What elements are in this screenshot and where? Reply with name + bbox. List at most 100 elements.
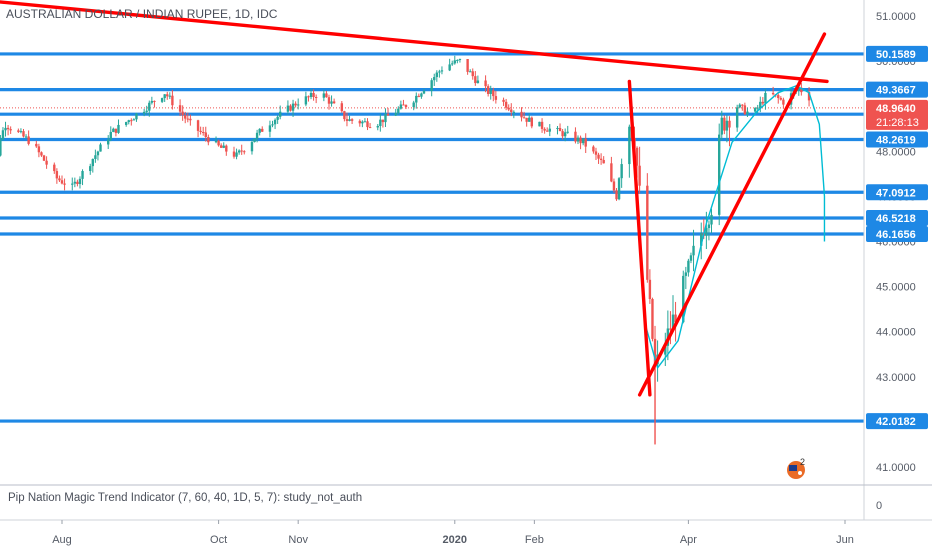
candle-body — [617, 178, 621, 200]
candle-body — [322, 93, 326, 98]
candle-body — [771, 92, 775, 95]
candle-body — [494, 96, 498, 100]
current-price-label-bg — [866, 99, 928, 130]
candle-body — [235, 152, 238, 157]
candle-body — [502, 99, 505, 102]
candle-body — [692, 245, 695, 256]
candle-body — [207, 136, 210, 143]
candle-body — [546, 130, 549, 132]
candle-body — [27, 136, 30, 144]
candle-body — [718, 134, 721, 215]
candle-body — [528, 117, 531, 122]
candle-body — [433, 77, 436, 81]
x-tick-label: Nov — [288, 534, 308, 546]
candle-body — [366, 121, 369, 128]
candle-body — [53, 164, 56, 172]
candle-body — [402, 104, 405, 106]
trendline[interactable] — [0, 0, 829, 84]
candle-body — [214, 140, 218, 143]
candle-body — [764, 92, 767, 104]
level-label-bg — [866, 226, 928, 243]
candle-body — [620, 164, 623, 179]
candle-body — [741, 104, 744, 106]
candle-body — [76, 181, 79, 185]
candle-body — [343, 111, 346, 120]
candle-body — [135, 113, 138, 120]
candle-body — [782, 99, 785, 105]
candle-body — [412, 102, 415, 107]
candle-body — [738, 104, 741, 108]
candle-body — [37, 146, 41, 153]
candle-body — [671, 314, 675, 330]
candle-body — [109, 131, 112, 140]
candle-body — [579, 137, 582, 144]
level-label: 46.1656 — [876, 229, 916, 241]
bar-countdown-label: 21:28:13 — [876, 117, 919, 129]
candle-body — [474, 76, 477, 84]
candle-body — [430, 80, 433, 91]
candle-body — [276, 116, 279, 120]
candle-body — [286, 105, 290, 112]
level-label: 42.0182 — [876, 416, 916, 428]
candle-body — [543, 128, 546, 131]
candle-body — [130, 120, 133, 122]
candle-body — [728, 120, 731, 128]
candle-body — [753, 108, 757, 112]
candle-body — [219, 145, 223, 148]
candle-body — [682, 275, 685, 323]
candle-body — [296, 104, 300, 106]
candle-body — [705, 228, 708, 236]
candle-body — [91, 158, 95, 167]
candle-body — [6, 127, 10, 130]
candle-body — [273, 119, 277, 125]
candle-body — [471, 71, 474, 77]
candle-body — [492, 90, 495, 97]
trendline[interactable] — [627, 79, 652, 397]
candle-body — [163, 94, 166, 99]
candle-body — [368, 127, 372, 129]
candle-body — [635, 147, 639, 166]
candle-body — [574, 131, 577, 142]
time-axis: Aug Oct Nov 2020 Feb Apr Jun — [52, 520, 854, 546]
candle-body — [142, 111, 146, 114]
candle-body — [581, 138, 585, 144]
candle-body — [759, 101, 762, 108]
candle-body — [261, 128, 264, 132]
level-label: 46.5218 — [876, 213, 916, 225]
x-tick-label: Oct — [210, 534, 227, 546]
trendline[interactable] — [637, 32, 827, 397]
candle-body — [394, 112, 397, 116]
current-price-label: 48.9640 — [876, 103, 916, 115]
y-tick-label: 44.0000 — [876, 327, 916, 339]
candle-body — [584, 138, 587, 147]
candle-body — [525, 117, 528, 122]
candle-body — [0, 139, 2, 156]
candle-body — [250, 142, 254, 152]
candle-body — [81, 171, 84, 179]
candle-body — [438, 71, 441, 73]
candle-body — [700, 233, 703, 246]
candle-body — [522, 117, 526, 119]
candle-body — [107, 139, 110, 145]
candle-body — [127, 120, 130, 123]
candle-body — [689, 255, 693, 261]
candle-body — [610, 163, 613, 182]
candle-body — [602, 159, 605, 164]
candle-body — [797, 87, 800, 91]
x-tick-label: Jun — [836, 534, 854, 546]
candle-body — [184, 115, 187, 119]
candle-body — [99, 144, 102, 152]
candle-body — [22, 131, 25, 137]
level-label-bg — [866, 184, 928, 201]
candle-body — [325, 93, 328, 98]
candle-body — [189, 118, 192, 121]
candle-body — [350, 119, 354, 121]
candle-body — [397, 108, 400, 113]
candle-body — [89, 166, 92, 172]
candle-body — [800, 87, 803, 93]
candle-body — [484, 80, 487, 87]
candle-body — [9, 129, 12, 131]
